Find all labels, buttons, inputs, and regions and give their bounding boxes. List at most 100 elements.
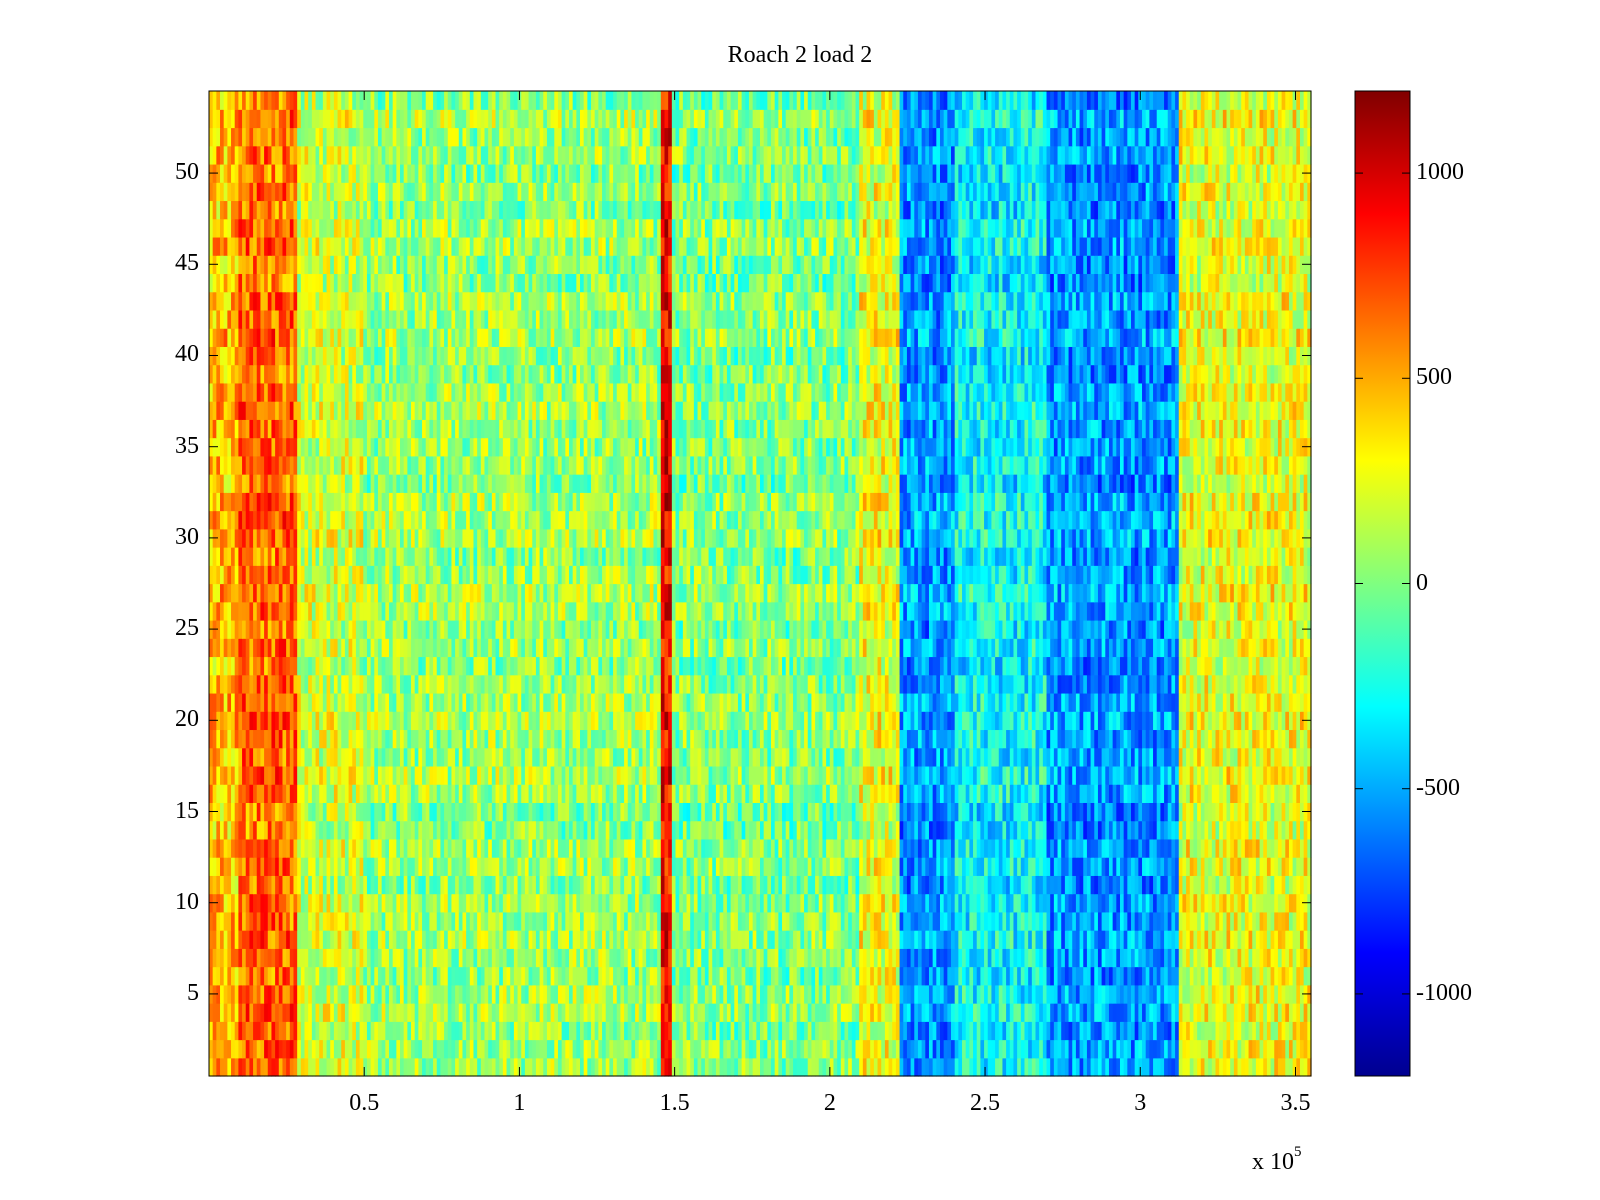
heatmap-cell	[1009, 1003, 1015, 1022]
heatmap-cell	[884, 948, 890, 968]
heatmap-cell	[297, 857, 302, 876]
heatmap-cell	[1204, 838, 1209, 858]
heatmap-cell	[675, 984, 680, 1004]
heatmap-cell	[297, 1003, 302, 1022]
heatmap-cell	[822, 838, 827, 858]
heatmap-cell	[425, 802, 430, 822]
heatmap-cell	[297, 1039, 302, 1059]
heatmap-cell	[1061, 838, 1066, 858]
heatmap-cell	[782, 765, 787, 785]
heatmap-cell	[1017, 838, 1022, 858]
heatmap-cell	[315, 948, 320, 968]
heatmap-cell	[469, 820, 475, 840]
heatmap-cell	[899, 875, 904, 895]
heatmap-cell	[616, 948, 622, 968]
heatmap-cell	[888, 1057, 893, 1077]
heatmap-cell	[436, 765, 442, 785]
heatmap-cell	[1208, 1021, 1213, 1041]
heatmap-cell	[1255, 930, 1261, 949]
heatmap-cell	[653, 857, 658, 876]
heatmap-cell	[605, 911, 610, 931]
heatmap-cell	[708, 838, 713, 858]
heatmap-cell	[664, 875, 669, 895]
heatmap-cell	[859, 784, 864, 803]
heatmap-cell	[1288, 1057, 1294, 1077]
heatmap-cell	[774, 948, 779, 968]
heatmap-cell	[436, 948, 442, 968]
heatmap-cell	[455, 875, 460, 895]
heatmap-cell	[260, 1003, 265, 1022]
heatmap-cell	[591, 948, 596, 968]
heatmap-cell	[1274, 966, 1279, 986]
heatmap-cell	[973, 838, 978, 858]
heatmap-cell	[951, 911, 956, 931]
heatmap-cell	[587, 838, 592, 858]
heatmap-cell	[1307, 930, 1312, 949]
heatmap-cell	[962, 948, 967, 968]
heatmap-cell	[1208, 784, 1213, 803]
heatmap-cell	[1064, 948, 1070, 968]
heatmap-cell	[969, 966, 974, 986]
heatmap-cell	[756, 1039, 761, 1059]
heatmap-cell	[712, 1003, 717, 1022]
heatmap-cell	[1281, 838, 1286, 858]
heatmap-cell	[425, 875, 430, 895]
heatmap-cell	[1226, 1003, 1231, 1022]
heatmap-cell	[807, 857, 813, 876]
heatmap-cell	[440, 838, 445, 858]
heatmap-cell	[1017, 1057, 1022, 1077]
heatmap-cell	[580, 1039, 585, 1059]
heatmap-cell	[425, 784, 430, 803]
heatmap-cell	[771, 1003, 776, 1022]
heatmap-cell	[521, 802, 526, 822]
heatmap-cell	[1006, 930, 1011, 949]
heatmap-cell	[811, 802, 816, 822]
heatmap-cell	[495, 857, 500, 876]
heatmap-cell	[418, 1003, 423, 1022]
heatmap-cell	[826, 765, 831, 785]
heatmap-cell	[1101, 820, 1106, 840]
heatmap-cell	[319, 948, 324, 968]
heatmap-cell	[1086, 966, 1092, 986]
heatmap-cell	[469, 838, 475, 858]
heatmap-cell	[807, 930, 813, 949]
heatmap-cell	[1244, 911, 1250, 931]
heatmap-cell	[216, 875, 221, 895]
heatmap-cell	[734, 765, 739, 785]
heatmap-cell	[862, 784, 868, 803]
heatmap-cell	[458, 875, 464, 895]
heatmap-cell	[561, 948, 566, 968]
heatmap-cell	[433, 911, 438, 931]
heatmap-cell	[286, 765, 291, 785]
heatmap-cell	[697, 875, 702, 895]
heatmap-cell	[418, 802, 423, 822]
heatmap-cell	[433, 948, 438, 968]
heatmap-cell	[495, 930, 500, 949]
heatmap-cell	[1013, 984, 1018, 1004]
heatmap-cell	[756, 930, 761, 949]
heatmap-cell	[1002, 802, 1007, 822]
heatmap-cell	[400, 911, 405, 931]
heatmap-cell	[895, 1003, 901, 1022]
heatmap-cell	[712, 966, 717, 986]
heatmap-cell	[649, 838, 655, 858]
heatmap-cell	[697, 1057, 702, 1077]
heatmap-cell	[293, 802, 298, 822]
heatmap-cell	[1222, 1003, 1228, 1022]
heatmap-cell	[837, 984, 842, 1004]
heatmap-cell	[635, 948, 640, 968]
heatmap-cell	[1215, 784, 1220, 803]
heatmap-cell	[1266, 875, 1272, 895]
heatmap-cell	[513, 1021, 519, 1041]
heatmap-cell	[620, 857, 625, 876]
heatmap-cell	[297, 1021, 302, 1041]
heatmap-cell	[888, 1039, 893, 1059]
heatmap-cell	[1006, 838, 1011, 858]
heatmap-cell	[701, 802, 706, 822]
heatmap-cell	[1013, 1057, 1018, 1077]
heatmap-cell	[381, 966, 386, 986]
heatmap-cell	[657, 802, 662, 822]
heatmap-cell	[664, 820, 669, 840]
heatmap-cell	[374, 984, 379, 1004]
heatmap-cell	[260, 765, 265, 785]
